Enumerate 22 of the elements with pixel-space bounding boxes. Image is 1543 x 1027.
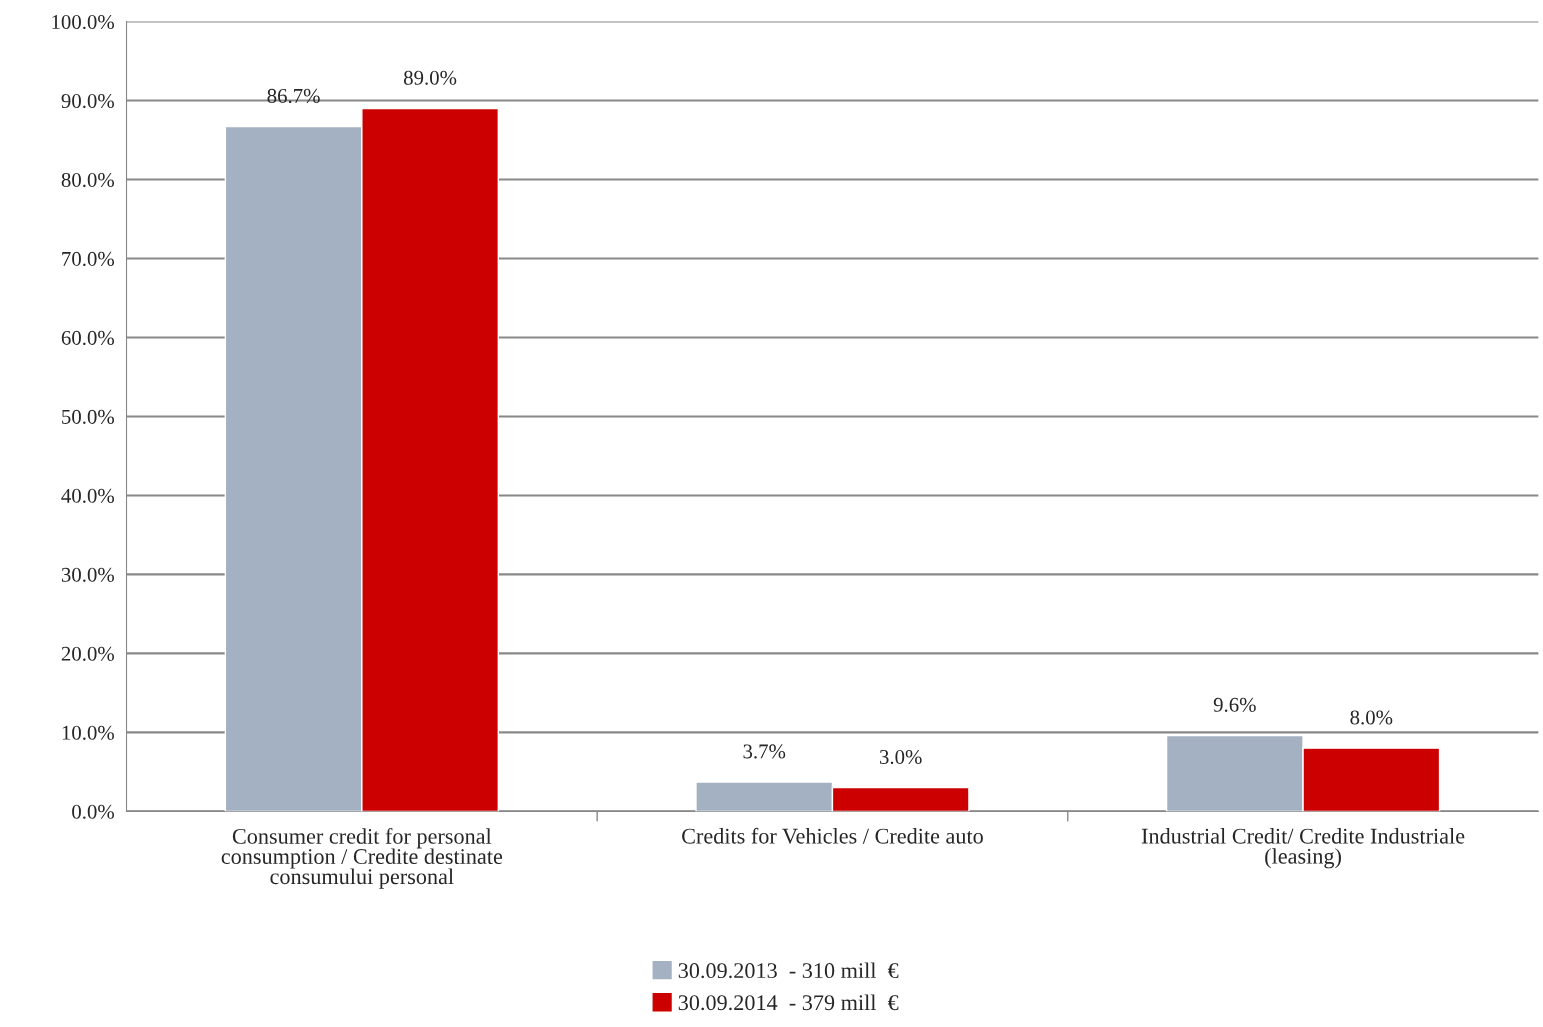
y-tick-label: 30.0% xyxy=(61,567,115,582)
x-tick-label: Credits for Vehicles / Credite auto xyxy=(682,827,983,844)
x-tick-label: Consumer credit for personal consumption / Credite destinate consumului personal xyxy=(221,828,503,889)
legend-label: 30.09.2014 - 379 mill € xyxy=(678,994,899,1011)
y-tick-label: 20.0% xyxy=(61,646,115,661)
data-label: 3.7% xyxy=(743,744,786,759)
y-tick-label: 80.0% xyxy=(61,172,115,188)
y-tick-label: 70.0% xyxy=(62,251,115,267)
y-tick-label: 0.0% xyxy=(72,804,115,819)
data-label: 3.0% xyxy=(879,749,922,765)
y-tick-label: 10.0% xyxy=(62,725,115,740)
y-tick-label: 60.0% xyxy=(61,330,115,345)
y-tick-label: 100.0% xyxy=(52,14,115,30)
y-tick-label: 90.0% xyxy=(61,93,115,109)
data-label: 9.6% xyxy=(1213,697,1256,712)
data-label: 89.0% xyxy=(403,70,457,85)
y-tick-label: 40.0% xyxy=(61,488,115,503)
legend-label: 30.09.2013 - 310 mill € xyxy=(678,962,899,979)
data-label: 8.0% xyxy=(1350,710,1393,725)
y-tick-label: 50.0% xyxy=(62,409,115,424)
x-tick-label: Industrial Credit/ Credite Industriale (leasing) xyxy=(1141,828,1465,869)
data-label: 86.7% xyxy=(267,88,320,104)
